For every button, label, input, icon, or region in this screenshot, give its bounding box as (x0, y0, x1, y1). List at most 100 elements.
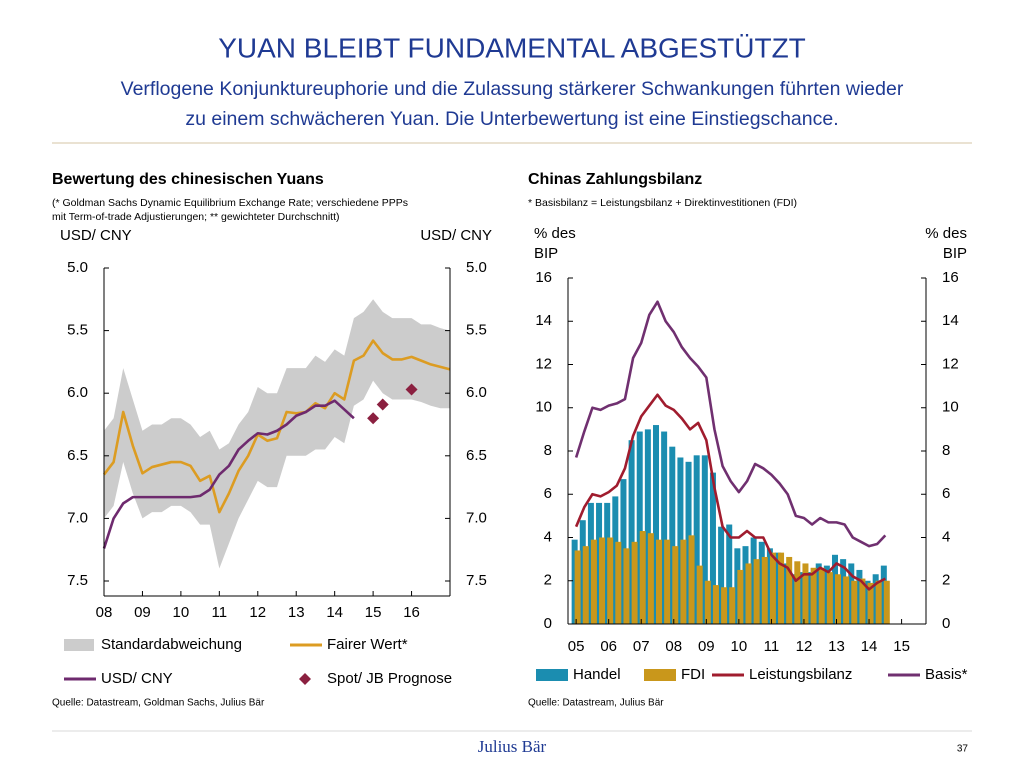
page-number: 37 (957, 744, 969, 755)
y-axis-label: BIP (534, 245, 558, 262)
x-tick-label: 09 (698, 638, 715, 655)
bar (582, 546, 589, 624)
bar (753, 559, 760, 624)
bar (721, 587, 728, 624)
y-tick-label: 12 (942, 355, 959, 372)
y-tick-label: 10 (535, 399, 552, 416)
bar (794, 561, 801, 624)
x-tick-label: 11 (764, 638, 780, 655)
bar (615, 541, 622, 624)
x-tick-label: 11 (212, 604, 228, 621)
bar (851, 580, 858, 624)
legend-swatch (536, 669, 568, 681)
y-tick-label: 6.5 (67, 447, 88, 464)
legend-label: Spot/ JB Prognose (327, 670, 452, 687)
bar (688, 535, 695, 624)
slide-title: YUAN BLEIBT FUNDAMENTAL ABGESTÜTZT (218, 32, 806, 63)
y-tick-label: 2 (942, 572, 950, 589)
bar (726, 524, 733, 624)
bar (664, 539, 671, 624)
x-tick-label: 08 (96, 604, 113, 621)
y-tick-label: 10 (942, 399, 959, 416)
chart-source: Quelle: Datastream, Goldman Sachs, Juliu… (52, 698, 265, 709)
bar (709, 472, 716, 624)
y-tick-label: 5.5 (466, 322, 487, 339)
y-tick-label: 6.0 (466, 384, 487, 401)
chart-title: Chinas Zahlungsbilanz (528, 171, 702, 188)
y-tick-label: 5.5 (67, 322, 88, 339)
footer-brand: Julius Bär (478, 737, 547, 756)
line (574, 300, 887, 548)
x-tick-label: 16 (403, 604, 420, 621)
y-tick-label: 16 (535, 269, 552, 286)
y2-axis-label: % des (925, 225, 967, 242)
legend-label: Handel (573, 666, 621, 683)
legend-label: Standardabweichung (101, 636, 242, 653)
chart-note: (* Goldman Sachs Dynamic Equilibrium Exc… (52, 197, 408, 209)
bar (599, 537, 606, 624)
bar (639, 531, 646, 624)
marker (367, 412, 380, 425)
line (102, 399, 355, 549)
bar (644, 429, 651, 624)
bar (718, 526, 725, 624)
bar (636, 431, 643, 624)
bar (680, 539, 687, 624)
slide-subtitle: Verflogene Konjunktureuphorie und die Zu… (121, 78, 904, 100)
line (102, 339, 451, 514)
x-tick-label: 15 (893, 638, 910, 655)
y-tick-label: 7.5 (466, 572, 487, 589)
line (574, 393, 886, 591)
bar (835, 574, 841, 624)
bar (661, 431, 668, 624)
y-tick-label: 12 (535, 355, 552, 372)
x-tick-label: 09 (134, 604, 151, 621)
x-tick-label: 14 (326, 604, 343, 621)
y-tick-label: 8 (942, 442, 950, 459)
bar (729, 587, 736, 624)
legend-label: Fairer Wert* (327, 636, 408, 653)
band (104, 299, 450, 569)
legend-label: USD/ CNY (101, 670, 173, 687)
x-tick-label: 06 (600, 638, 617, 655)
y-tick-label: 14 (535, 312, 552, 329)
bar (786, 556, 793, 624)
bar (653, 425, 659, 624)
x-tick-label: 13 (828, 638, 845, 655)
bar (656, 539, 662, 624)
legend-label: Basis* (925, 666, 968, 683)
marker (376, 398, 389, 411)
y-tick-label: 4 (544, 528, 552, 545)
bar (712, 585, 719, 624)
bar (810, 567, 817, 624)
bar (647, 533, 654, 624)
bar (574, 550, 581, 624)
bar (704, 580, 711, 624)
y-tick-label: 4 (942, 528, 950, 545)
x-tick-label: 08 (665, 638, 682, 655)
x-tick-label: 12 (249, 604, 266, 621)
chart-source: Quelle: Datastream, Julius Bär (528, 698, 664, 709)
bar (769, 552, 776, 624)
y-tick-label: 5.0 (466, 259, 487, 276)
bar (737, 569, 744, 624)
x-tick-label: 10 (731, 638, 748, 655)
bar (802, 563, 809, 624)
x-tick-label: 10 (173, 604, 190, 621)
bar (701, 455, 708, 624)
bar (607, 537, 614, 624)
y-tick-label: 7.0 (67, 509, 88, 526)
marker (405, 383, 418, 396)
x-tick-label: 15 (365, 604, 382, 621)
bar (628, 440, 635, 624)
y-tick-label: 6 (942, 485, 950, 502)
bar (826, 572, 833, 624)
y-tick-label: 8 (544, 442, 552, 459)
bar (623, 548, 630, 624)
y-tick-label: 16 (942, 269, 959, 286)
y-tick-label: 14 (942, 312, 959, 329)
x-tick-label: 07 (633, 638, 650, 655)
chart-note: mit Term-of-trade Adjustierungen; ** gew… (52, 211, 340, 223)
bar (818, 567, 825, 624)
